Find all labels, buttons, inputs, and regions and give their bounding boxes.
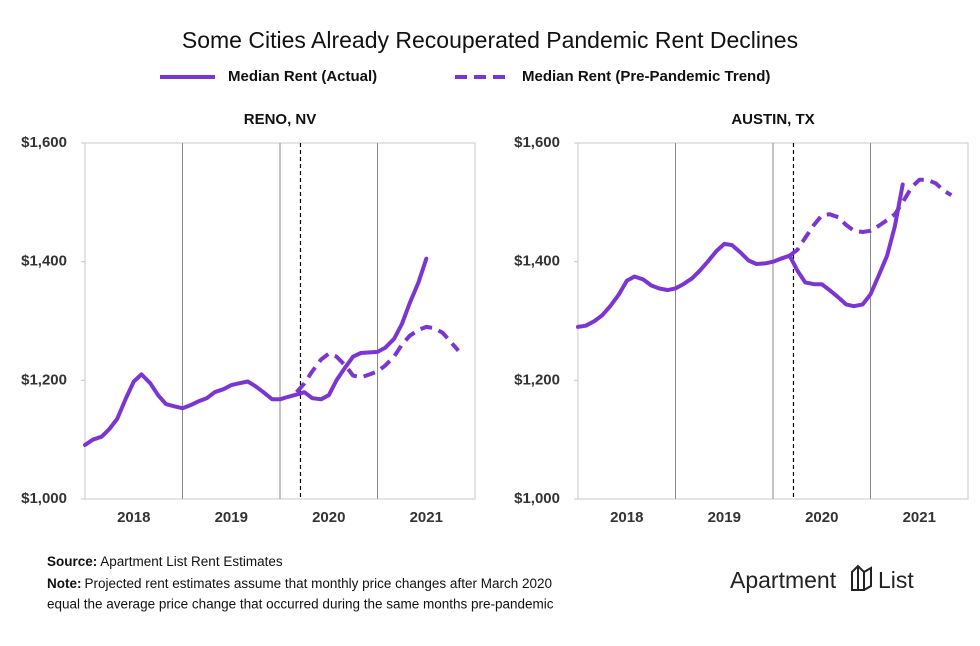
subplot-title: RENO, NV [244, 111, 317, 128]
footer-label: Note: [47, 576, 82, 591]
footer-text: Projected rent estimates assume that mon… [85, 576, 552, 591]
y-tick-label: $1,200 [514, 371, 560, 388]
logo: Apartment List [730, 564, 914, 593]
note-line: equal the average price change that occu… [47, 597, 554, 612]
logo-icon [851, 564, 872, 591]
x-tick-label: 2018 [117, 509, 150, 526]
footer-label: Source: [47, 554, 97, 569]
y-tick-label: $1,200 [21, 371, 67, 388]
y-tick-label: $1,400 [21, 253, 67, 270]
x-tick-label: 2021 [903, 509, 936, 526]
series-line [83, 256, 429, 447]
x-tick-label: 2021 [410, 509, 443, 526]
y-tick-label: $1,600 [514, 134, 560, 151]
x-tick-label: 2019 [215, 509, 248, 526]
series-line [576, 182, 905, 329]
logo-text: Apartment [730, 567, 837, 593]
y-tick-label: $1,600 [21, 134, 67, 151]
x-tick-label: 2018 [610, 509, 643, 526]
y-tick-label: $1,400 [514, 253, 560, 270]
footer-text: Apartment List Rent Estimates [100, 554, 283, 569]
note-line: Note: Projected rent estimates assume tha… [47, 576, 552, 591]
series-line [788, 177, 953, 258]
x-tick-label: 2020 [312, 509, 345, 526]
x-tick-label: 2020 [805, 509, 838, 526]
y-tick-label: $1,000 [21, 490, 67, 507]
subplot-title: AUSTIN, TX [731, 111, 814, 128]
legend-label: Median Rent (Actual) [228, 68, 377, 85]
series-line [295, 324, 460, 394]
x-tick-label: 2019 [708, 509, 741, 526]
source-line: Source: Apartment List Rent Estimates [47, 554, 283, 569]
legend-label: Median Rent (Pre-Pandemic Trend) [522, 68, 770, 85]
y-tick-label: $1,000 [514, 490, 560, 507]
chart-title: Some Cities Already Recouperated Pandemi… [182, 27, 798, 53]
logo-text: List [878, 567, 914, 593]
